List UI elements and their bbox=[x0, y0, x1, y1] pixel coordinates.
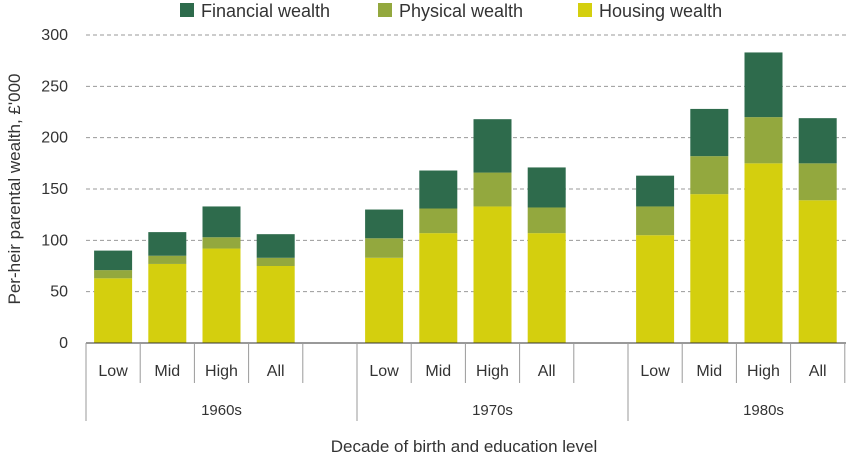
bar-segment bbox=[636, 235, 675, 343]
y-tick-label: 300 bbox=[41, 27, 68, 44]
x-group-label: 1970s bbox=[472, 402, 513, 419]
legend-label: Housing wealth bbox=[599, 1, 722, 21]
bar-segment bbox=[202, 248, 241, 343]
bar-segment bbox=[473, 172, 512, 207]
y-axis-label: Per-heir parental wealth, £'000 bbox=[5, 74, 24, 305]
bar-segment bbox=[419, 170, 458, 209]
bar-segment bbox=[636, 206, 675, 236]
bar-segment bbox=[744, 52, 783, 118]
bar-segment bbox=[744, 117, 783, 164]
bar-segment bbox=[365, 238, 404, 258]
axes: 0 50 100 150 200 250 300 Low Mid High All Low Mid Hig… bbox=[41, 27, 846, 421]
x-category-label: High bbox=[205, 363, 238, 380]
x-axis-label: Decade of birth and education level bbox=[331, 437, 598, 456]
bar-segment bbox=[256, 234, 295, 258]
bar-segment bbox=[527, 233, 566, 343]
bar-segment bbox=[94, 270, 133, 279]
bar-segment bbox=[202, 206, 241, 238]
bar-segment bbox=[636, 175, 675, 207]
y-tick-label: 250 bbox=[41, 78, 68, 95]
x-category-label: Low bbox=[98, 363, 128, 380]
bar-segment bbox=[148, 232, 187, 256]
bar-segment bbox=[690, 194, 729, 343]
legend-label: Financial wealth bbox=[201, 1, 330, 21]
bar-segment bbox=[148, 263, 187, 343]
bar-segment bbox=[148, 255, 187, 264]
legend-label: Physical wealth bbox=[399, 1, 523, 21]
gridlines bbox=[86, 34, 846, 293]
x-category-label: High bbox=[476, 363, 509, 380]
bar-segment bbox=[527, 167, 566, 208]
y-tick-label: 0 bbox=[59, 335, 68, 352]
bar-segment bbox=[256, 257, 295, 266]
x-category-label: Mid bbox=[696, 363, 722, 380]
x-category-label: Low bbox=[640, 363, 670, 380]
bar-segment bbox=[473, 206, 512, 343]
bar-segment bbox=[798, 163, 837, 201]
bar-segment bbox=[690, 156, 729, 195]
x-category-label: All bbox=[267, 363, 285, 380]
legend: Financial wealth Physical wealth Housing w… bbox=[180, 1, 722, 21]
bar-segment bbox=[473, 119, 512, 173]
legend-swatch bbox=[578, 3, 592, 17]
legend-swatch bbox=[180, 3, 194, 17]
bar-segment bbox=[744, 163, 783, 343]
bars bbox=[94, 52, 837, 343]
bar-segment bbox=[690, 108, 729, 157]
bar-segment bbox=[94, 250, 133, 271]
y-tick-label: 100 bbox=[41, 232, 68, 249]
x-category-label: Mid bbox=[154, 363, 180, 380]
bar-segment bbox=[365, 209, 404, 239]
y-tick-label: 50 bbox=[50, 284, 68, 301]
bar-segment bbox=[419, 208, 458, 234]
y-tick-label: 150 bbox=[41, 181, 68, 198]
x-category-label: Mid bbox=[425, 363, 451, 380]
bar-segment bbox=[798, 118, 837, 164]
x-group-label: 1980s bbox=[743, 402, 784, 419]
bar-segment bbox=[94, 278, 133, 343]
bar-segment bbox=[527, 207, 566, 234]
bar-segment bbox=[798, 200, 837, 343]
x-category-label: All bbox=[538, 363, 556, 380]
x-category-label: High bbox=[747, 363, 780, 380]
x-category-label: Low bbox=[369, 363, 399, 380]
x-group-label: 1960s bbox=[201, 402, 242, 419]
bar-segment bbox=[256, 266, 295, 343]
bar-segment bbox=[202, 237, 241, 249]
bar-segment bbox=[419, 233, 458, 343]
x-category-label: All bbox=[809, 363, 827, 380]
legend-swatch bbox=[378, 3, 392, 17]
y-tick-label: 200 bbox=[41, 130, 68, 147]
bar-segment bbox=[365, 257, 404, 343]
